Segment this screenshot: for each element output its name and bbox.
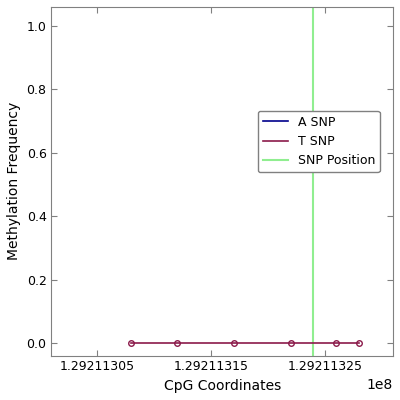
Y-axis label: Methylation Frequency: Methylation Frequency <box>7 102 21 260</box>
Legend: A SNP, T SNP, SNP Position: A SNP, T SNP, SNP Position <box>258 111 380 172</box>
X-axis label: CpG Coordinates: CpG Coordinates <box>164 379 281 393</box>
